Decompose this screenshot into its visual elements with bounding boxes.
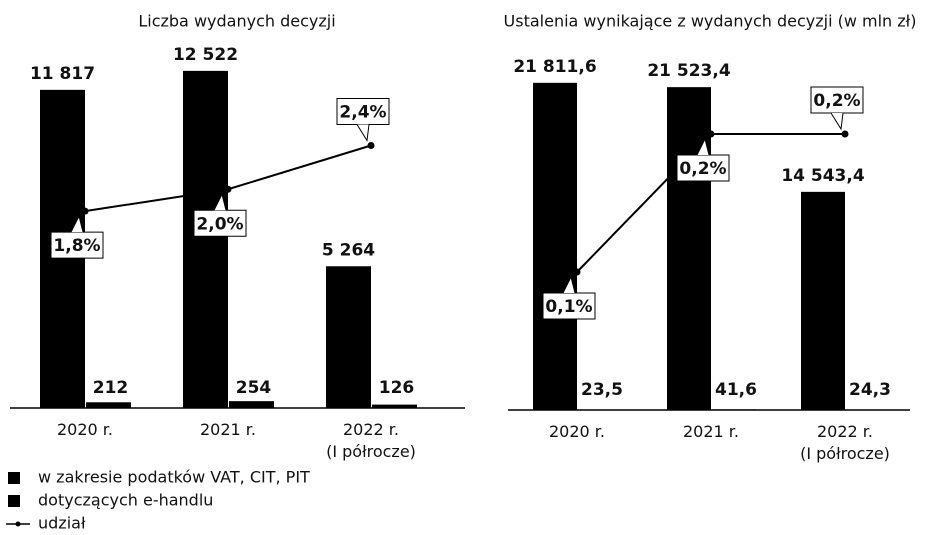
line-marker (707, 130, 715, 138)
bar (229, 401, 274, 408)
legend-swatch (8, 472, 20, 484)
label-pointer (70, 214, 84, 233)
value-label: 21 811,6 (513, 57, 596, 77)
legend-label: w zakresie podatków VAT, CIT, PIT (38, 468, 310, 487)
legend-marker (15, 521, 21, 527)
x-tick-label: 2020 r. (57, 420, 113, 439)
legend-label: udział (38, 514, 86, 533)
value-label: 23,5 (581, 380, 623, 400)
line-label: 2,0% (196, 214, 243, 234)
value-label: 5 264 (322, 240, 375, 260)
label-box (50, 231, 104, 259)
value-label: 11 817 (30, 64, 95, 84)
bar (667, 87, 711, 411)
value-label: 41,6 (715, 380, 757, 400)
x-tick-label: 2021 r. (200, 420, 256, 439)
bar (326, 266, 371, 408)
value-label: 254 (236, 378, 272, 398)
label-box (676, 154, 730, 182)
value-label: 21 523,4 (647, 61, 731, 81)
value-label: 126 (379, 378, 415, 398)
value-label: 12 522 (173, 45, 238, 65)
bar (712, 409, 756, 410)
x-tick-label: 2022 r. (I półrocze) (326, 420, 416, 461)
line-marker (367, 142, 375, 149)
label-pointer (830, 112, 844, 131)
legend-label: dotyczących e-handlu (38, 491, 213, 510)
line-label: 0,1% (545, 297, 592, 317)
label-box (542, 292, 596, 320)
label-box (810, 86, 864, 114)
line-marker (841, 130, 849, 138)
line-label: 2,4% (339, 103, 386, 123)
label-pointer (356, 124, 370, 142)
x-tick-label: 2022 r. (I półrocze) (800, 422, 890, 463)
x-tick-label: 2020 r. (549, 422, 605, 441)
line-label: 0,2% (813, 91, 860, 111)
label-pointer (696, 137, 710, 156)
line-marker (573, 268, 581, 276)
bar (801, 191, 845, 410)
label-box (193, 209, 247, 237)
label-box (336, 98, 390, 125)
value-label: 14 543,4 (781, 166, 865, 186)
bar (533, 82, 577, 411)
bar (183, 70, 228, 408)
value-label: 24,3 (849, 380, 891, 400)
legend-swatch (8, 495, 20, 507)
chart-title: Liczba wydanych decyzji (138, 12, 335, 31)
line-label: 0,2% (679, 159, 726, 179)
line-label: 1,8% (53, 236, 100, 256)
line-marker (81, 207, 89, 215)
bar (86, 402, 131, 408)
label-pointer (213, 192, 227, 211)
x-tick-label: 2021 r. (683, 422, 739, 441)
chart-title: Ustalenia wynikające z wydanych decyzji … (504, 12, 917, 31)
label-pointer (562, 275, 576, 294)
value-label: 212 (93, 378, 129, 398)
line-marker (224, 185, 232, 193)
bar (372, 404, 417, 408)
